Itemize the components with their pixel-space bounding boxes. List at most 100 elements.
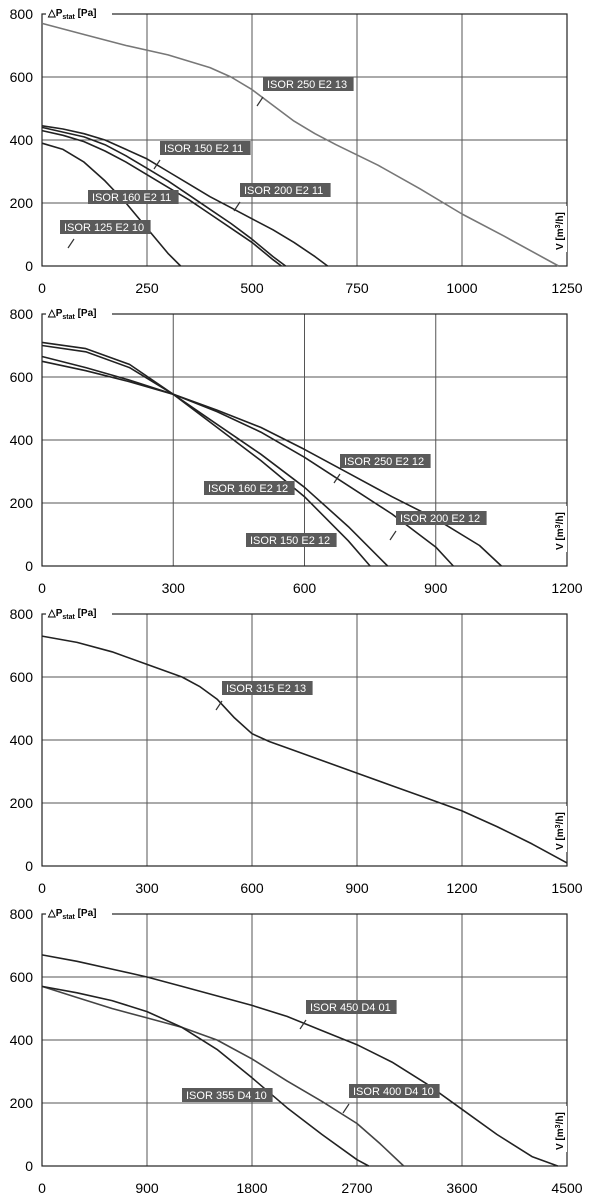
series-line-1 [41, 22, 559, 267]
x-tick-label: 0 [38, 1180, 46, 1196]
series-line-1 [41, 954, 558, 1167]
series-line-2 [41, 985, 405, 1167]
y-tick-label: 400 [10, 132, 34, 148]
y-tick-label: 200 [10, 195, 34, 211]
x-tick-label: 0 [38, 580, 46, 596]
x-tick-label: 900 [135, 1180, 159, 1196]
series-line-2 [41, 355, 454, 567]
series-line-3 [41, 344, 389, 567]
curve-label-text: ISOR 150 E2 11 [164, 143, 243, 155]
y-axis-label: △Pstat [Pa] [46, 6, 112, 21]
curve-label-tag: ISOR 355 D4 10 [182, 1088, 273, 1102]
svg-text:△Pstat [Pa]: △Pstat [Pa] [47, 308, 97, 321]
svg-text:V [m3/h]: V [m3/h] [555, 512, 566, 550]
x-axis-label: V [m3/h] [553, 506, 567, 552]
chart-svg: 0 200 400 600 800 0 250 500 750 1000 1250 △Pstat [P… [10, 6, 583, 296]
curve-label-tag: ISOR 200 E2 11 [233, 183, 331, 212]
grid [41, 613, 568, 867]
x-axis-label: V [m3/h] [553, 806, 567, 852]
plot-frame [41, 913, 568, 1167]
svg-text:V [m3/h]: V [m3/h] [555, 212, 566, 250]
y-tick-label: 800 [10, 906, 34, 922]
y-tick-label: 0 [25, 1158, 33, 1174]
x-tick-label: 1000 [446, 280, 477, 296]
plot-frame [41, 313, 568, 567]
y-axis-label: △Pstat [Pa] [46, 906, 112, 921]
y-axis-label: △Pstat [Pa] [46, 606, 112, 621]
x-tick-label: 500 [240, 280, 264, 296]
chart-panel-1: 0 200 400 600 800 0 250 500 750 1000 1250 △Pstat [P… [0, 0, 590, 300]
x-tick-label: 750 [345, 280, 369, 296]
curve-label-text: ISOR 150 E2 12 [250, 535, 330, 547]
y-tick-label: 600 [10, 669, 34, 685]
curve-label-tag: ISOR 450 D4 01 [299, 1000, 397, 1030]
series-line-2 [41, 125, 329, 267]
x-tick-label: 300 [135, 880, 159, 896]
curve-label-text: ISOR 200 E2 11 [244, 185, 323, 197]
x-tick-label: 900 [345, 880, 369, 896]
series-line-4 [41, 129, 282, 267]
curve-label-tag: ISOR 150 E2 11 [153, 141, 251, 170]
curve-label-text: ISOR 160 E2 11 [92, 192, 171, 204]
curve-label-tag: ISOR 200 E2 12 [389, 511, 487, 541]
chart-panel-3: 0 200 400 600 800 0 300 600 900 1200 1500 △Pstat [P… [0, 600, 590, 900]
x-tick-label: 600 [240, 880, 264, 896]
x-tick-label: 1500 [551, 880, 582, 896]
curve-label-text: ISOR 250 E2 13 [267, 79, 347, 91]
curve-label-text: ISOR 355 D4 10 [186, 1090, 267, 1102]
chart-svg: 0 200 400 600 800 0 900 1800 2700 3600 4500 △Pstat … [10, 906, 583, 1196]
curve-label-tag: ISOR 250 E2 13 [256, 77, 354, 107]
y-tick-label: 200 [10, 495, 34, 511]
curve-label-text: ISOR 315 E2 13 [226, 683, 306, 695]
chart-panel-4: 0 200 400 600 800 0 900 1800 2700 3600 4500 △Pstat … [0, 900, 590, 1197]
curve-label-tag: ISOR 250 E2 12 [333, 454, 431, 484]
curve-label-tag: ISOR 160 E2 12 [204, 481, 295, 495]
y-tick-label: 0 [25, 558, 33, 574]
curve-label-tag: ISOR 160 E2 11 [88, 190, 179, 204]
plot-frame [41, 613, 568, 867]
y-tick-label: 800 [10, 306, 34, 322]
x-tick-label: 2700 [341, 1180, 372, 1196]
curve-label-text: ISOR 200 E2 12 [400, 513, 480, 525]
svg-text:V [m3/h]: V [m3/h] [555, 812, 566, 850]
svg-text:△Pstat [Pa]: △Pstat [Pa] [47, 8, 97, 21]
curve-label-tag: ISOR 400 D4 10 [342, 1084, 440, 1114]
y-tick-label: 400 [10, 732, 34, 748]
chart-svg: 0 200 400 600 800 0 300 600 900 1200 1500 △Pstat [P… [10, 606, 583, 896]
x-tick-label: 1200 [551, 580, 582, 596]
y-tick-label: 600 [10, 969, 34, 985]
series-line-5 [41, 142, 182, 267]
curve-label-text: ISOR 250 E2 12 [344, 456, 424, 468]
x-tick-label: 900 [424, 580, 448, 596]
series-line-3 [41, 126, 287, 267]
x-axis-label: V [m3/h] [553, 206, 567, 252]
y-tick-label: 400 [10, 1032, 34, 1048]
curve-label-tag: ISOR 125 E2 10 [60, 220, 151, 249]
curve-label-text: ISOR 400 D4 10 [353, 1086, 434, 1098]
svg-text:V [m3/h]: V [m3/h] [555, 1112, 566, 1150]
series-line-3 [41, 985, 370, 1167]
plot-frame [41, 13, 568, 267]
x-tick-label: 0 [38, 880, 46, 896]
curve-label-text: ISOR 160 E2 12 [208, 483, 288, 495]
x-tick-label: 1250 [551, 280, 582, 296]
chart-panel-2: 0 200 400 600 800 0 300 600 900 1200 △Pstat [Pa] V … [0, 300, 590, 600]
curve-label-text: ISOR 450 D4 01 [310, 1002, 391, 1014]
grid [41, 313, 568, 567]
y-tick-label: 0 [25, 258, 33, 274]
y-tick-label: 600 [10, 69, 34, 85]
x-tick-label: 4500 [551, 1180, 582, 1196]
series-line-1 [41, 635, 568, 864]
y-tick-label: 800 [10, 606, 34, 622]
x-tick-label: 3600 [446, 1180, 477, 1196]
chart-svg: 0 200 400 600 800 0 300 600 900 1200 △Pstat [Pa] V … [10, 306, 583, 596]
y-tick-label: 400 [10, 432, 34, 448]
y-tick-label: 200 [10, 795, 34, 811]
y-axis-label: △Pstat [Pa] [46, 306, 112, 321]
curve-label-tag: ISOR 315 E2 13 [215, 681, 313, 711]
y-tick-label: 200 [10, 1095, 34, 1111]
x-tick-label: 250 [135, 280, 159, 296]
x-tick-label: 0 [38, 280, 46, 296]
curve-label-text: ISOR 125 E2 10 [64, 222, 144, 234]
